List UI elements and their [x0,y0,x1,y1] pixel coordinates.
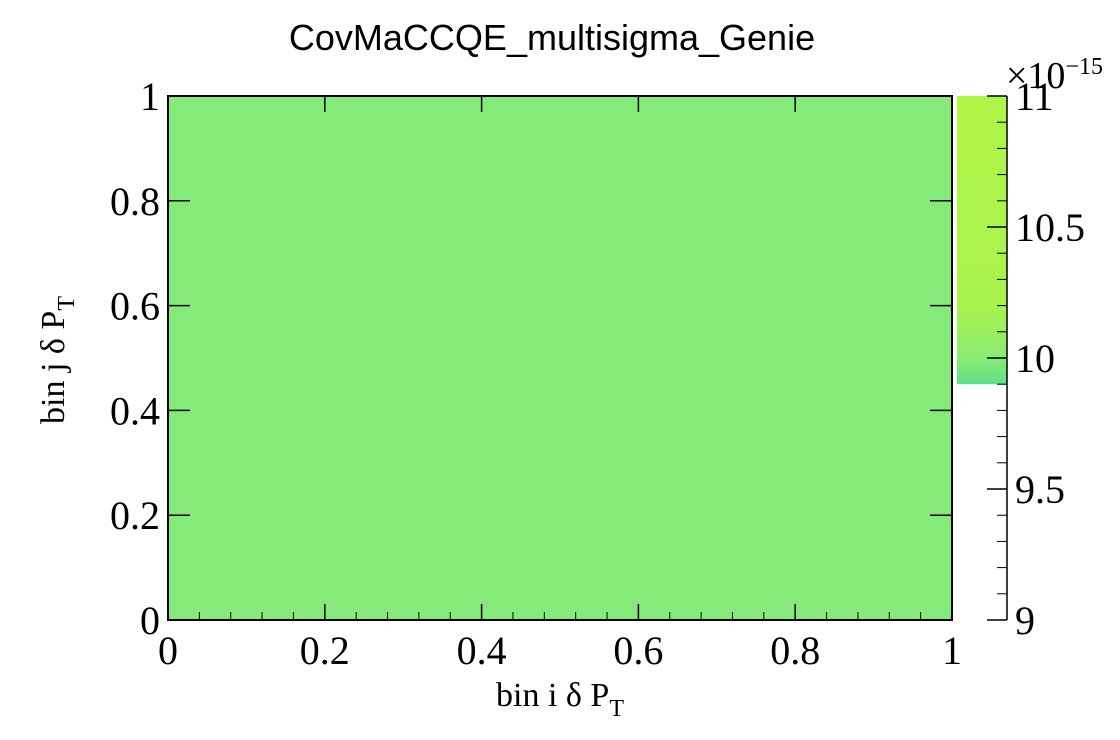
colorbar-scale-exponent: −15 [1065,54,1103,80]
plot-frame [167,95,953,621]
y-tick-label: 1 [140,74,160,119]
colorbar-tick-label: 10.5 [1015,205,1085,250]
chart-title: CovMaCCQE_multisigma_Genie [289,17,815,58]
colorbar-scale-base: ×10 [1006,55,1065,97]
colorbar-tick-label: 11 [1015,74,1054,119]
colorbar-tick-label: 10 [1015,336,1055,381]
y-tick-label: 0.6 [110,284,160,329]
y-tick-label: 0 [140,598,160,643]
x-axis-label-main: bin i δ P [496,677,609,714]
y-tick-label: 0.2 [110,493,160,538]
plot-area [167,95,953,621]
x-tick-label: 0.2 [300,628,350,673]
colorbar-tick-label: 9 [1015,598,1035,643]
x-axis: 0 0.2 0.4 0.6 0.8 1 [158,96,962,673]
heatmap-cell-0 [168,96,952,620]
y-tick-label: 0.4 [110,388,160,433]
x-axis-label-subscript: T [609,696,624,722]
x-tick-label: 0.6 [613,628,663,673]
x-axis-label: bin i δ PT [496,677,624,722]
y-axis-label: bin j δ PT [35,296,80,424]
y-tick-label: 0.8 [110,179,160,224]
y-axis-label-subscript: T [54,296,80,311]
y-axis: 0 0.2 0.4 0.6 0.8 1 [110,74,952,643]
x-tick-label: 1 [942,628,962,673]
x-tick-label: 0.8 [770,628,820,673]
colorbar-tick-label: 9.5 [1015,467,1065,512]
x-tick-label: 0.4 [457,628,507,673]
colorbar-scale-factor: ×10−15 [1006,54,1103,97]
colorbar-gradient [957,96,1007,385]
colorbar: 9 9.5 10 10.5 11 [957,74,1085,643]
x-tick-label: 0 [158,628,178,673]
y-axis-label-main: bin j δ P [35,311,72,424]
